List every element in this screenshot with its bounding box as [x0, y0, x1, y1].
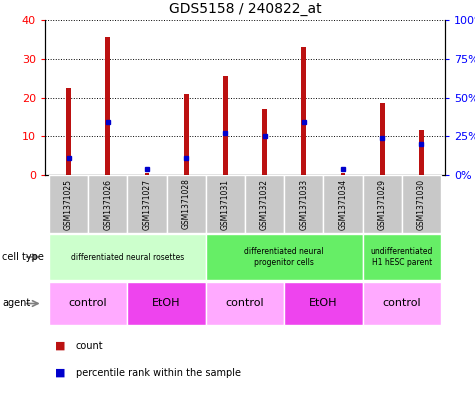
- Text: GSM1371034: GSM1371034: [339, 178, 348, 230]
- Text: ■: ■: [55, 368, 65, 378]
- Text: differentiated neural
progenitor cells: differentiated neural progenitor cells: [245, 247, 324, 267]
- Text: GSM1371028: GSM1371028: [181, 178, 190, 230]
- Bar: [302, 47, 306, 175]
- Bar: [184, 94, 189, 175]
- Text: differentiated neural rosettes: differentiated neural rosettes: [71, 252, 184, 261]
- Text: control: control: [226, 299, 264, 309]
- FancyBboxPatch shape: [49, 175, 88, 233]
- Title: GDS5158 / 240822_at: GDS5158 / 240822_at: [169, 2, 321, 16]
- Bar: [341, 173, 345, 175]
- FancyBboxPatch shape: [362, 282, 441, 325]
- Text: percentile rank within the sample: percentile rank within the sample: [76, 368, 241, 378]
- Text: agent: agent: [2, 299, 30, 309]
- Text: GSM1371026: GSM1371026: [103, 178, 112, 230]
- Text: ■: ■: [55, 341, 65, 351]
- FancyBboxPatch shape: [206, 175, 245, 233]
- Bar: [262, 109, 267, 175]
- FancyBboxPatch shape: [245, 175, 284, 233]
- FancyBboxPatch shape: [284, 282, 362, 325]
- FancyBboxPatch shape: [362, 175, 402, 233]
- FancyBboxPatch shape: [49, 234, 206, 280]
- FancyBboxPatch shape: [88, 175, 127, 233]
- Text: GSM1371031: GSM1371031: [221, 178, 230, 230]
- Text: GSM1371033: GSM1371033: [299, 178, 308, 230]
- Text: GSM1371030: GSM1371030: [417, 178, 426, 230]
- FancyBboxPatch shape: [206, 282, 284, 325]
- Text: GSM1371025: GSM1371025: [64, 178, 73, 230]
- Text: GSM1371032: GSM1371032: [260, 178, 269, 230]
- Text: EtOH: EtOH: [309, 299, 338, 309]
- FancyBboxPatch shape: [127, 175, 167, 233]
- FancyBboxPatch shape: [49, 282, 127, 325]
- FancyBboxPatch shape: [323, 175, 362, 233]
- Bar: [223, 76, 228, 175]
- Text: cell type: cell type: [2, 252, 44, 262]
- FancyBboxPatch shape: [167, 175, 206, 233]
- Bar: [66, 88, 71, 175]
- Bar: [105, 37, 110, 175]
- Text: undifferentiated
H1 hESC parent: undifferentiated H1 hESC parent: [370, 247, 433, 267]
- FancyBboxPatch shape: [402, 175, 441, 233]
- Text: count: count: [76, 341, 104, 351]
- FancyBboxPatch shape: [127, 282, 206, 325]
- Text: GSM1371029: GSM1371029: [378, 178, 387, 230]
- FancyBboxPatch shape: [206, 234, 362, 280]
- Text: GSM1371027: GSM1371027: [142, 178, 152, 230]
- Text: control: control: [382, 299, 421, 309]
- FancyBboxPatch shape: [284, 175, 323, 233]
- Text: EtOH: EtOH: [152, 299, 181, 309]
- Text: control: control: [69, 299, 107, 309]
- FancyBboxPatch shape: [362, 234, 441, 280]
- Bar: [144, 173, 149, 175]
- Bar: [419, 130, 424, 175]
- Bar: [380, 103, 385, 175]
